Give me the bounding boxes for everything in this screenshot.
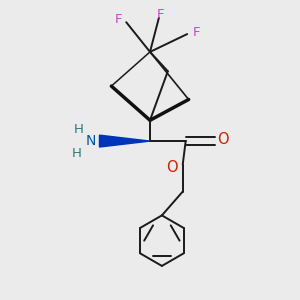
Text: O: O	[217, 132, 229, 147]
Text: F: F	[192, 26, 200, 39]
Text: H: H	[72, 147, 82, 160]
Text: F: F	[115, 13, 122, 26]
Text: O: O	[167, 160, 178, 175]
Text: H: H	[74, 123, 84, 136]
Text: N: N	[85, 134, 96, 148]
Text: F: F	[157, 8, 164, 21]
Polygon shape	[100, 135, 150, 147]
